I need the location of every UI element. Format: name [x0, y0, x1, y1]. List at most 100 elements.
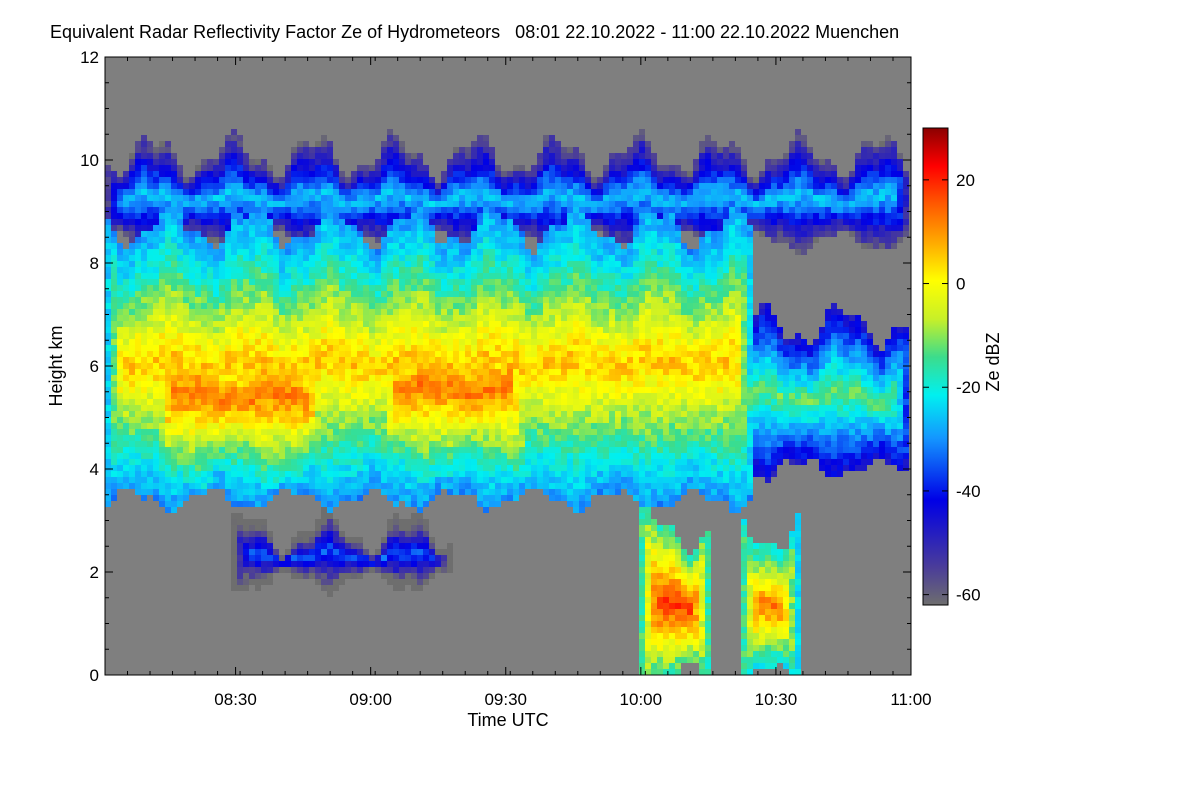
- heatmap-cell: [447, 297, 453, 303]
- heatmap-cell: [159, 177, 165, 183]
- heatmap-cell: [567, 471, 573, 477]
- heatmap-cell: [363, 363, 369, 369]
- heatmap-cell: [321, 525, 327, 531]
- heatmap-cell: [189, 267, 195, 273]
- heatmap-cell: [441, 549, 447, 555]
- heatmap-cell: [411, 261, 417, 267]
- heatmap-cell: [375, 465, 381, 471]
- heatmap-cell: [417, 519, 423, 525]
- heatmap-cell: [495, 273, 501, 279]
- heatmap-cell: [399, 279, 405, 285]
- heatmap-cell: [417, 285, 423, 291]
- heatmap-cell: [405, 201, 411, 207]
- heatmap-cell: [561, 261, 567, 267]
- heatmap-cell: [147, 165, 153, 171]
- heatmap-cell: [315, 459, 321, 465]
- heatmap-cell: [267, 345, 273, 351]
- heatmap-cell: [543, 237, 549, 243]
- heatmap-cell: [489, 315, 495, 321]
- heatmap-cell: [561, 393, 567, 399]
- heatmap-cell: [543, 327, 549, 333]
- heatmap-cell: [561, 273, 567, 279]
- heatmap-cell: [159, 309, 165, 315]
- heatmap-cell: [513, 447, 519, 453]
- heatmap-cell: [447, 351, 453, 357]
- heatmap-cell: [177, 273, 183, 279]
- heatmap-cell: [255, 309, 261, 315]
- heatmap-cell: [393, 495, 399, 501]
- heatmap-cell: [489, 303, 495, 309]
- heatmap-cell: [279, 321, 285, 327]
- heatmap-cell: [207, 237, 213, 243]
- heatmap-cell: [117, 483, 123, 489]
- heatmap-cell: [345, 201, 351, 207]
- heatmap-cell: [291, 249, 297, 255]
- heatmap-cell: [321, 375, 327, 381]
- heatmap-cell: [465, 387, 471, 393]
- heatmap-cell: [243, 555, 249, 561]
- heatmap-cell: [417, 177, 423, 183]
- heatmap-cell: [279, 255, 285, 261]
- heatmap-cell: [171, 159, 177, 165]
- heatmap-cell: [471, 399, 477, 405]
- heatmap-cell: [291, 483, 297, 489]
- heatmap-cell: [339, 435, 345, 441]
- heatmap-cell: [231, 171, 237, 177]
- heatmap-cell: [105, 429, 111, 435]
- heatmap-cell: [549, 381, 555, 387]
- heatmap-cell: [393, 327, 399, 333]
- heatmap-cell: [135, 417, 141, 423]
- heatmap-cell: [537, 159, 543, 165]
- heatmap-cell: [477, 267, 483, 273]
- heatmap-cell: [513, 321, 519, 327]
- heatmap-cell: [543, 351, 549, 357]
- heatmap-cell: [165, 339, 171, 345]
- heatmap-cell: [207, 213, 213, 219]
- heatmap-cell: [141, 429, 147, 435]
- heatmap-cell: [579, 495, 585, 501]
- heatmap-cell: [255, 471, 261, 477]
- heatmap-cell: [393, 225, 399, 231]
- heatmap-cell: [339, 219, 345, 225]
- heatmap-cell: [441, 321, 447, 327]
- heatmap-cell: [387, 453, 393, 459]
- heatmap-cell: [459, 297, 465, 303]
- heatmap-cell: [141, 495, 147, 501]
- heatmap-cell: [285, 261, 291, 267]
- heatmap-cell: [393, 549, 399, 555]
- heatmap-cell: [255, 315, 261, 321]
- heatmap-cell: [501, 399, 507, 405]
- heatmap-cell: [471, 279, 477, 285]
- heatmap-cell: [561, 339, 567, 345]
- heatmap-cell: [231, 471, 237, 477]
- heatmap-cell: [585, 417, 591, 423]
- heatmap-cell: [255, 501, 261, 507]
- heatmap-cell: [285, 267, 291, 273]
- heatmap-cell: [261, 237, 267, 243]
- heatmap-cell: [321, 309, 327, 315]
- heatmap-cell: [525, 273, 531, 279]
- heatmap-cell: [585, 267, 591, 273]
- heatmap-cell: [435, 429, 441, 435]
- heatmap-cell: [429, 351, 435, 357]
- heatmap-cell: [201, 201, 207, 207]
- heatmap-cell: [495, 327, 501, 333]
- heatmap-cell: [561, 489, 567, 495]
- heatmap-cell: [135, 447, 141, 453]
- heatmap-cell: [345, 243, 351, 249]
- heatmap-cell: [375, 471, 381, 477]
- heatmap-cell: [567, 357, 573, 363]
- heatmap-cell: [423, 459, 429, 465]
- heatmap-cell: [417, 219, 423, 225]
- heatmap-cell: [567, 351, 573, 357]
- heatmap-cell: [291, 567, 297, 573]
- heatmap-cell: [495, 261, 501, 267]
- heatmap-cell: [159, 447, 165, 453]
- heatmap-cell: [525, 357, 531, 363]
- heatmap-cell: [531, 291, 537, 297]
- heatmap-cell: [477, 345, 483, 351]
- heatmap-cell: [309, 261, 315, 267]
- heatmap-cell: [111, 435, 117, 441]
- heatmap-cell: [393, 579, 399, 585]
- heatmap-cell: [303, 333, 309, 339]
